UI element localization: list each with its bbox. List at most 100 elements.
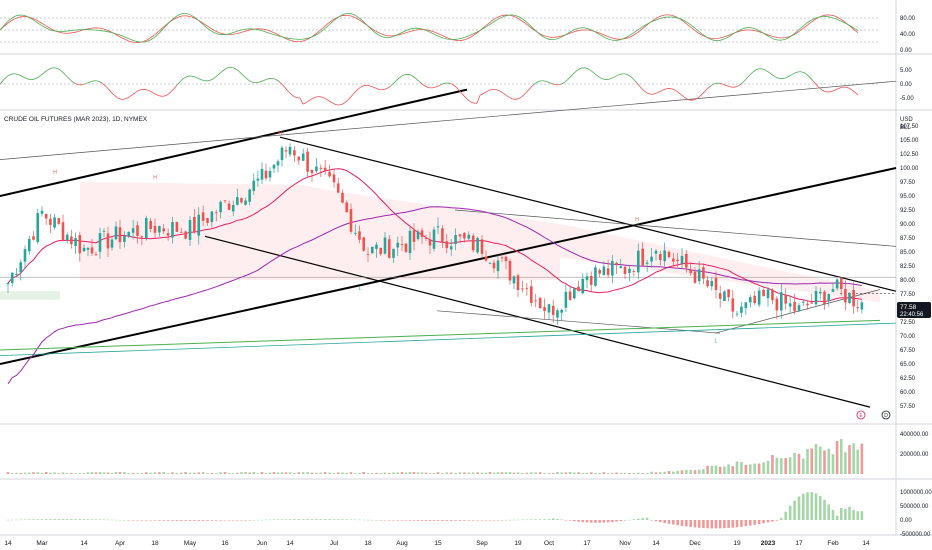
candle-body: [449, 246, 453, 250]
histogram-tick-label: 500000.00: [900, 504, 929, 510]
histogram-bar: [659, 520, 662, 523]
momentum-line: [137, 89, 142, 92]
histogram-bar: [153, 520, 157, 521]
candle-body: [236, 197, 239, 205]
histogram-bar: [328, 519, 331, 520]
volume-bar: [476, 472, 479, 474]
candle-body: [256, 178, 260, 181]
volume-bar: [788, 457, 792, 474]
volume-bar: [585, 472, 589, 474]
histogram-tick-label: -500000.00: [900, 532, 931, 538]
histogram-bar: [49, 519, 52, 520]
volume-bar: [404, 472, 408, 474]
histogram-bar: [408, 520, 412, 521]
candle-body: [667, 251, 671, 258]
histogram-bar: [860, 511, 864, 520]
candle-body: [573, 288, 576, 299]
momentum-line: [836, 87, 841, 90]
momentum-line: [299, 97, 304, 105]
candle-body: [428, 239, 432, 246]
candle-body: [710, 280, 714, 287]
candle-body: [90, 247, 94, 254]
momentum-line: [422, 84, 427, 87]
volume-bar: [114, 472, 118, 474]
volume-bar: [667, 471, 671, 474]
volume-bar: [44, 472, 48, 474]
momentum-line: [812, 80, 817, 85]
momentum-line: [704, 87, 709, 92]
momentum-line: [776, 77, 781, 79]
histogram-bar: [594, 520, 597, 523]
histogram-bar: [727, 520, 730, 528]
volume-bar: [74, 473, 77, 474]
momentum-line: [290, 93, 295, 97]
momentum-line: [224, 67, 229, 70]
momentum-line: [311, 96, 316, 100]
volume-bar: [23, 472, 27, 474]
momentum-line: [251, 81, 256, 84]
momentum-line: [401, 74, 406, 77]
histogram-bar: [504, 519, 508, 521]
histogram-bar: [598, 520, 601, 523]
histogram-bar: [219, 520, 222, 521]
volume-bar: [106, 472, 110, 474]
momentum-line: [569, 73, 574, 78]
momentum-line: [611, 76, 616, 79]
momentum-line: [572, 71, 577, 75]
volume-bar: [82, 473, 86, 474]
pivot-label: L: [715, 339, 718, 345]
histogram-bar: [585, 520, 589, 523]
candle-body: [345, 202, 349, 213]
candle-body: [488, 263, 492, 265]
volume-bar: [280, 472, 284, 474]
momentum-line: [71, 81, 76, 84]
volume-bar: [193, 472, 196, 474]
candle-body: [839, 278, 843, 290]
candle-body: [706, 280, 709, 287]
histogram-bar: [471, 520, 475, 521]
volume-bar: [341, 472, 344, 474]
histogram-bar: [693, 520, 697, 528]
candle-body: [744, 302, 748, 309]
date-tick-label: Dec: [689, 540, 701, 547]
volume-bar: [362, 472, 366, 474]
momentum-line: [194, 76, 199, 79]
candle-body: [611, 261, 614, 276]
histogram-bar: [788, 505, 792, 520]
volume-bar: [400, 472, 404, 474]
momentum-line: [683, 96, 688, 100]
volume-bar: [508, 472, 512, 474]
volume-bar: [301, 472, 305, 474]
volume-bar: [315, 472, 318, 474]
histogram-bar: [718, 520, 722, 529]
histogram-bar: [387, 520, 391, 521]
date-tick-label: Feb: [827, 540, 839, 547]
momentum-line: [644, 91, 649, 94]
channel-lower-bound: [436, 310, 721, 334]
price-tick-label: 87.50: [900, 236, 916, 242]
histogram-bar: [82, 519, 86, 520]
volume-bar: [118, 472, 122, 474]
momentum-line: [95, 80, 100, 82]
candle-body: [36, 213, 40, 243]
volume-bar: [645, 473, 649, 474]
candle-body: [757, 290, 761, 305]
volume-bar: [358, 473, 361, 474]
candle-body: [748, 297, 752, 303]
volume-bar: [818, 446, 822, 474]
volume-bar: [589, 472, 593, 474]
histogram-bar: [508, 519, 512, 521]
momentum-line: [851, 89, 856, 93]
histogram-bar: [844, 508, 847, 520]
candle-body: [860, 302, 864, 310]
momentum-line: [464, 96, 469, 101]
candle-body: [641, 248, 645, 266]
candle-body: [775, 298, 779, 311]
volume-bar: [175, 473, 179, 474]
candle-body: [293, 150, 296, 156]
volume-bar: [611, 472, 614, 474]
momentum-line: [65, 75, 70, 79]
volume-tick-label: 400000.00: [900, 432, 929, 438]
long-resistance-line: [0, 80, 897, 160]
histogram-bar: [628, 519, 631, 521]
